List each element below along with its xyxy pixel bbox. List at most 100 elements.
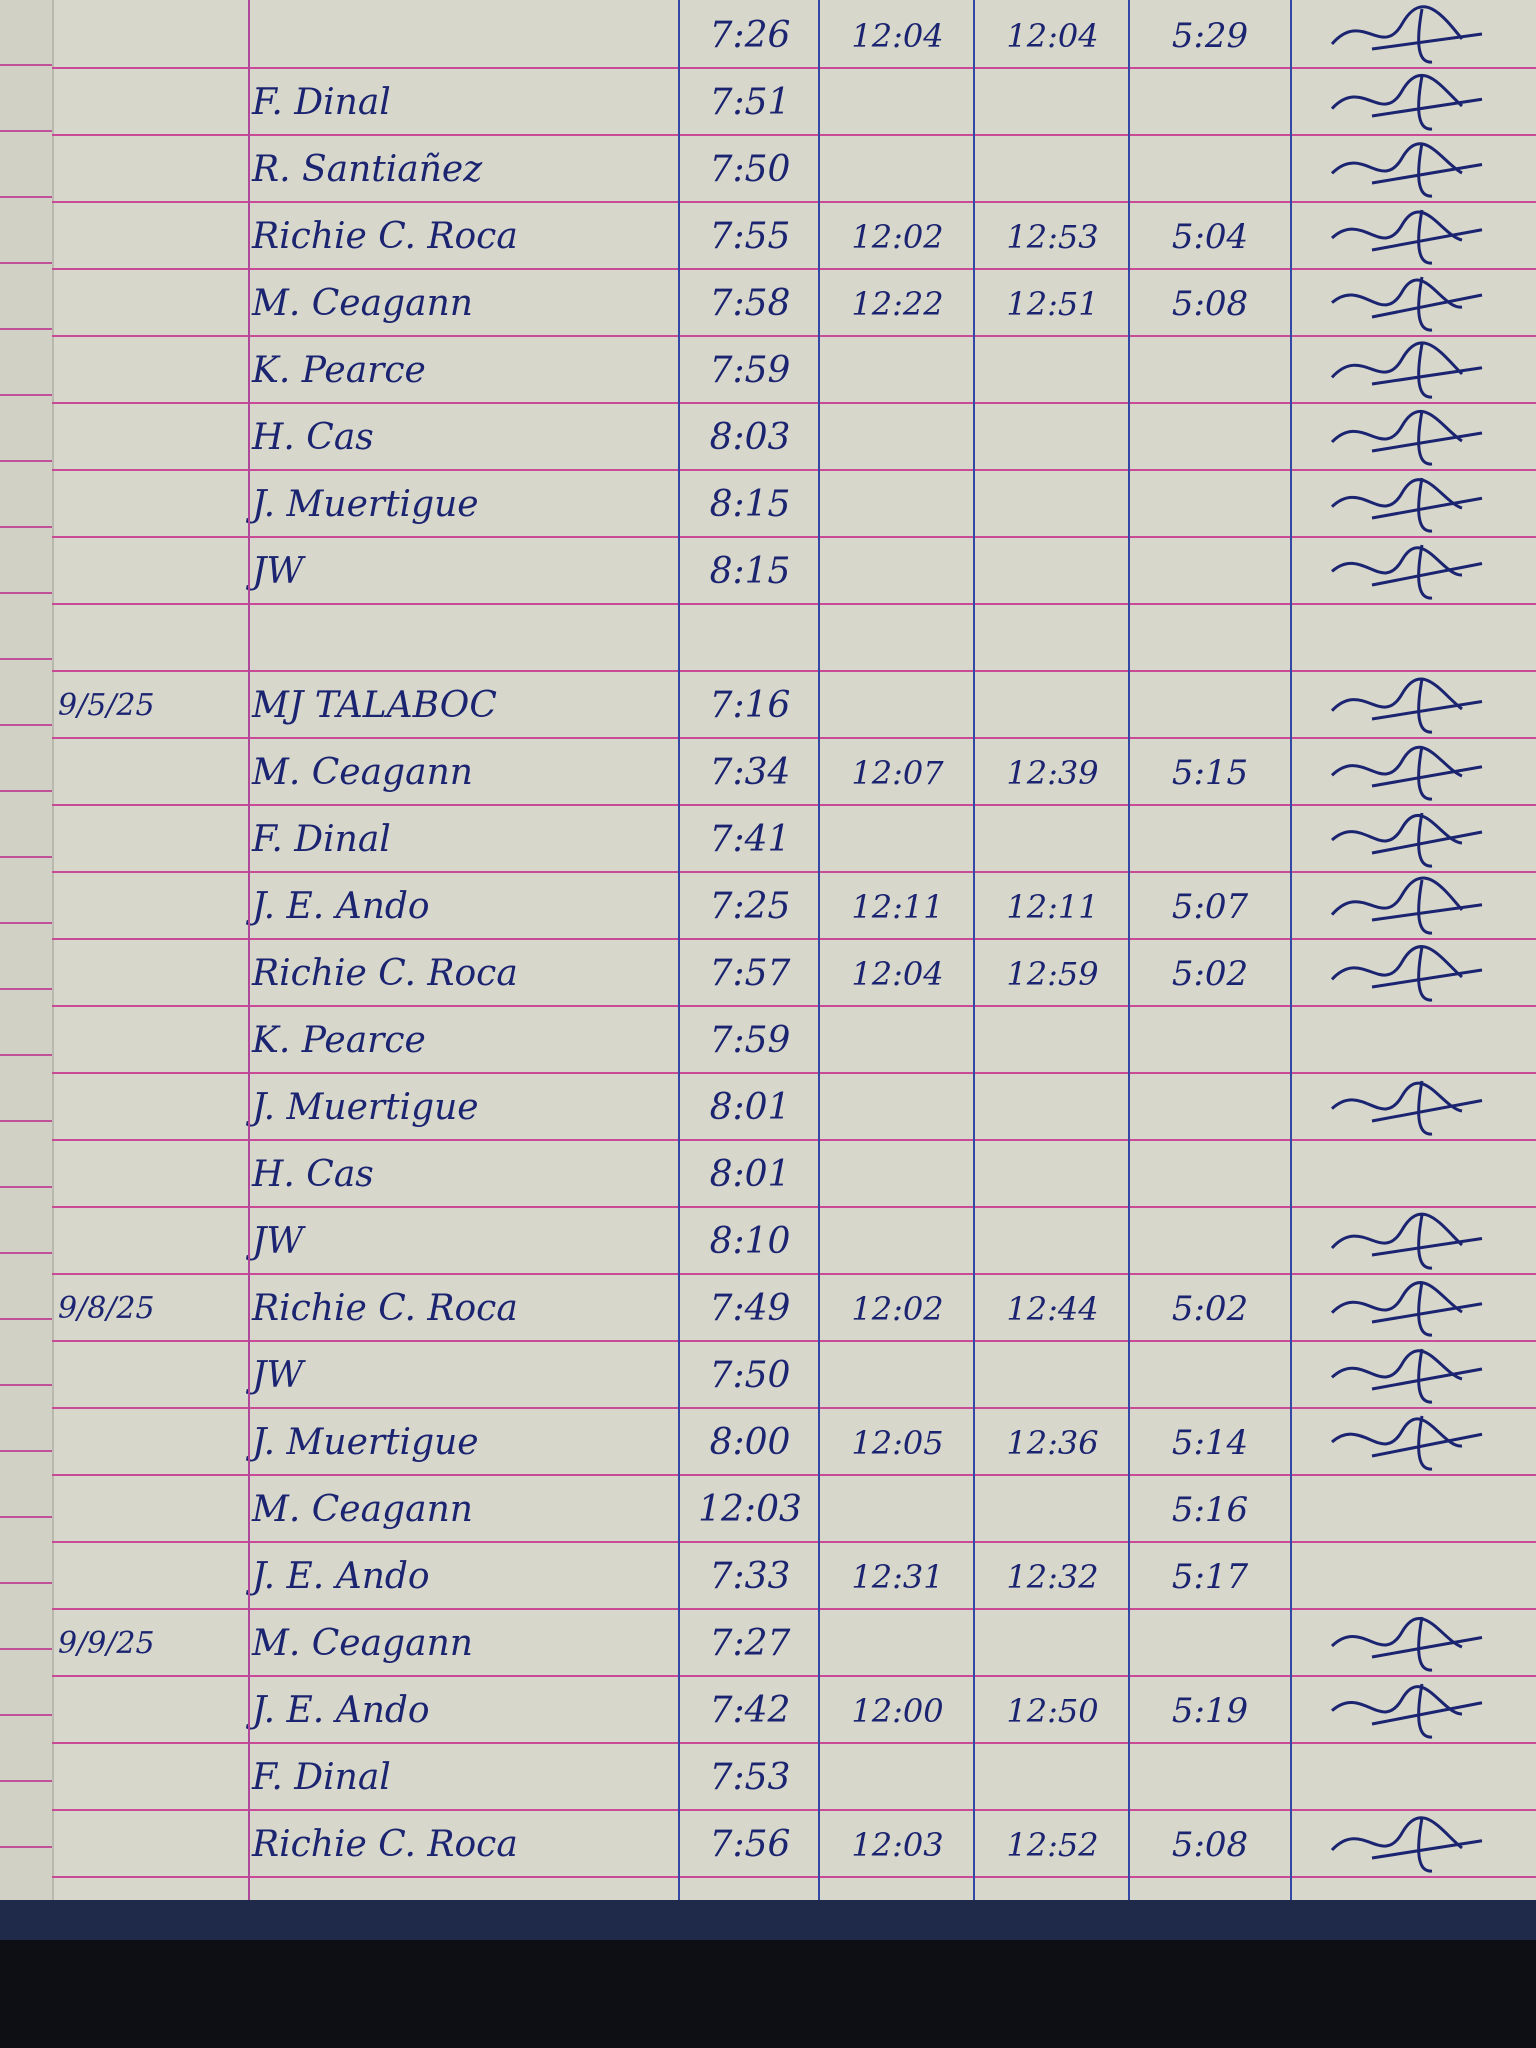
table-row: Richie C. Roca 7:57 12:04 12:59 5:02 [52,938,1536,1007]
name-cell: F. Dinal [252,819,391,860]
signature-icon [1330,5,1483,64]
date-cell [52,546,238,598]
lunch-in-cell: 12:44 [1006,1290,1099,1328]
lunch-out-cell: 12:11 [851,888,944,926]
table-row: F. Dinal 7:41 [52,804,1536,873]
name-cell: Richie C. Roca [252,216,518,257]
time-in-cell: 7:59 [709,1020,791,1061]
date-cell [52,1752,238,1804]
lunch-in-cell [975,814,1130,866]
table-row: 9/9/25 M. Ceagann 7:27 [52,1608,1536,1677]
time-in-cell: 7:59 [709,350,791,391]
time-out-cell [1130,680,1290,732]
time-in-cell: 8:15 [709,484,791,525]
table-row: J. E. Ando 7:25 12:11 12:11 5:07 [52,871,1536,940]
date-cell [52,613,238,665]
time-out-cell: 5:19 [1171,1691,1249,1731]
date-cell [52,881,238,933]
name-cell: J. Muertigue [252,1422,479,1463]
lunch-in-cell [975,1484,1130,1536]
signature-icon [1330,876,1483,935]
lunch-in-cell [975,613,1130,665]
signature-icon [1330,945,1483,1002]
page-edge-stack [0,0,54,1900]
table-row: H. Cas 8:01 [52,1139,1536,1208]
date-cell [52,1082,238,1134]
date-cell [52,1685,238,1737]
lunch-in-cell [975,144,1130,196]
time-out-cell [1130,1752,1290,1804]
lunch-out-cell [820,77,975,129]
date-cell [52,10,238,62]
signature-icon [1330,74,1483,131]
time-out-cell [1130,1350,1290,1402]
lunch-out-cell [820,1350,975,1402]
time-out-cell: 5:02 [1171,1289,1249,1329]
signature-icon [1331,544,1483,600]
time-in-cell: 8:00 [709,1422,791,1463]
signature-icon [1330,1281,1483,1337]
time-in-cell: 7:34 [709,752,791,793]
lunch-out-cell [820,1216,975,1268]
time-out-cell: 5:29 [1171,16,1249,56]
table-row: K. Pearce 7:59 [52,335,1536,404]
lunch-in-cell [975,1350,1130,1402]
signature-icon [1330,677,1483,734]
time-out-cell [1130,345,1290,397]
signature-icon [1330,477,1483,533]
name-cell: JW [252,1355,304,1396]
time-in-cell: 7:16 [709,685,791,726]
name-cell: R. Santiañez [252,149,483,190]
date-cell [52,1216,238,1268]
time-out-cell: 5:08 [1171,1825,1249,1865]
lunch-in-cell [975,1149,1130,1201]
table-row: 9/8/25 Richie C. Roca 7:49 12:02 12:44 5:02 [52,1273,1536,1342]
date-cell: 9/8/25 [58,1291,155,1326]
lunch-out-cell [820,1082,975,1134]
signature-icon [1330,341,1483,399]
table-row: M. Ceagann 12:03 5:16 [52,1474,1536,1543]
time-in-cell: 7:26 [709,15,791,56]
time-out-cell [1130,1216,1290,1268]
time-in-cell: 7:41 [709,819,791,860]
time-out-cell: 5:14 [1171,1423,1249,1463]
time-in-cell: 7:56 [709,1824,791,1865]
signature-icon [1331,1683,1483,1739]
lunch-out-cell: 12:04 [851,955,944,993]
time-in-cell: 8:03 [709,417,791,458]
date-cell [52,1551,238,1603]
name-cell: F. Dinal [252,1757,391,1798]
table-row: JW 7:50 [52,1340,1536,1409]
time-in-cell: 7:25 [709,886,791,927]
lunch-in-cell: 12:51 [1006,285,1099,323]
lunch-in-cell [975,412,1130,464]
column-divider [1128,0,1130,1900]
lunch-in-cell [975,1752,1130,1804]
date-cell [52,144,238,196]
lunch-in-cell: 12:36 [1006,1424,1099,1462]
lunch-in-cell [975,345,1130,397]
signature-icon [1330,812,1483,868]
table-row: J. E. Ando 7:42 12:00 12:50 5:19 [52,1675,1536,1744]
time-in-cell: 7:27 [709,1623,791,1664]
lunch-in-cell: 12:11 [1006,888,1099,926]
name-cell: H. Cas [252,1154,374,1195]
signature-icon [1330,1348,1483,1404]
lunch-out-cell: 12:02 [851,1290,944,1328]
table-row: 7:26 12:04 12:04 5:29 [52,0,1536,69]
lunch-in-cell [975,479,1130,531]
signature-icon [1330,409,1483,466]
lunch-in-cell: 12:39 [1006,754,1099,792]
notebook-cover [0,1900,1536,1940]
lunch-out-cell: 12:00 [851,1692,944,1730]
name-cell: Richie C. Roca [252,1288,518,1329]
lunch-in-cell: 12:50 [1006,1692,1099,1730]
column-divider [1290,0,1292,1900]
name-cell [252,613,682,665]
lunch-out-cell: 12:04 [851,17,944,55]
table-row: Richie C. Roca 7:56 12:03 12:52 5:08 [52,1809,1536,1878]
time-out-cell: 5:08 [1171,284,1249,324]
lunch-out-cell: 12:31 [851,1558,944,1596]
lunch-in-cell: 12:53 [1006,218,1099,256]
time-out-cell: 5:04 [1171,217,1249,257]
